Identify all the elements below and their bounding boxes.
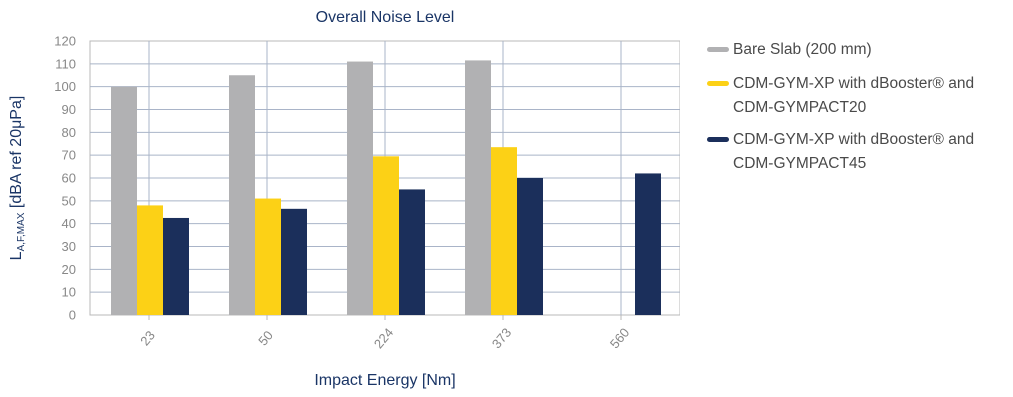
x-tick-label: 373 — [489, 325, 514, 351]
y-tick-label: 80 — [62, 125, 76, 140]
bar-3 — [399, 189, 425, 315]
legend-swatch — [707, 81, 729, 86]
y-tick-label: 100 — [54, 79, 76, 94]
legend: Bare Slab (200 mm) CDM-GYM-XP with dBoos… — [707, 38, 1007, 184]
y-tick-label: 50 — [62, 193, 76, 208]
x-tick-label: 23 — [137, 328, 158, 349]
x-tick-label: 224 — [371, 325, 396, 351]
legend-item-gympact45: CDM-GYM-XP with dBooster® and CDM-GYMPAC… — [707, 128, 1007, 176]
y-tick-label: 10 — [62, 285, 76, 300]
bar-2 — [255, 198, 281, 315]
y-tick-label: 60 — [62, 171, 76, 186]
legend-item-gympact20: CDM-GYM-XP with dBooster® and CDM-GYMPAC… — [707, 72, 1007, 120]
bar-1 — [229, 75, 255, 315]
y-tick-label: 40 — [62, 216, 76, 231]
legend-label: Bare Slab (200 mm) — [733, 41, 872, 58]
bar-2 — [491, 147, 517, 315]
y-tick-label: 120 — [54, 34, 76, 49]
y-tick-label: 20 — [62, 262, 76, 277]
bar-1 — [111, 86, 137, 316]
legend-swatch — [707, 137, 729, 142]
bar-3 — [635, 173, 661, 315]
bar-1 — [465, 60, 491, 316]
legend-item-bare-slab: Bare Slab (200 mm) — [707, 38, 1007, 62]
chart-title: Overall Noise Level — [315, 9, 455, 26]
bar-3 — [281, 208, 307, 315]
legend-label: CDM-GYM-XP with dBooster® and CDM-GYMPAC… — [733, 75, 975, 116]
bar-3 — [517, 178, 543, 315]
y-tick-label: 90 — [62, 102, 76, 117]
bar-chart: 0 10 20 30 40 50 60 70 80 90 100 110 120 23 50 224 373 56… — [54, 34, 680, 351]
bar-3 — [163, 217, 189, 315]
legend-label: CDM-GYM-XP with dBooster® and CDM-GYMPAC… — [733, 131, 975, 172]
y-tick-label: 0 — [69, 308, 76, 323]
bar-2 — [373, 156, 399, 315]
y-tick-label: 30 — [62, 239, 76, 254]
x-axis-label: Impact Energy [Nm] — [314, 372, 456, 389]
x-tick-label: 50 — [255, 328, 276, 349]
x-tick-label: 560 — [607, 325, 632, 351]
bar-1 — [347, 61, 373, 315]
y-tick-label: 110 — [55, 56, 76, 71]
bar-2 — [137, 205, 163, 315]
y-tick-label: 70 — [62, 148, 76, 163]
legend-swatch — [707, 47, 729, 52]
